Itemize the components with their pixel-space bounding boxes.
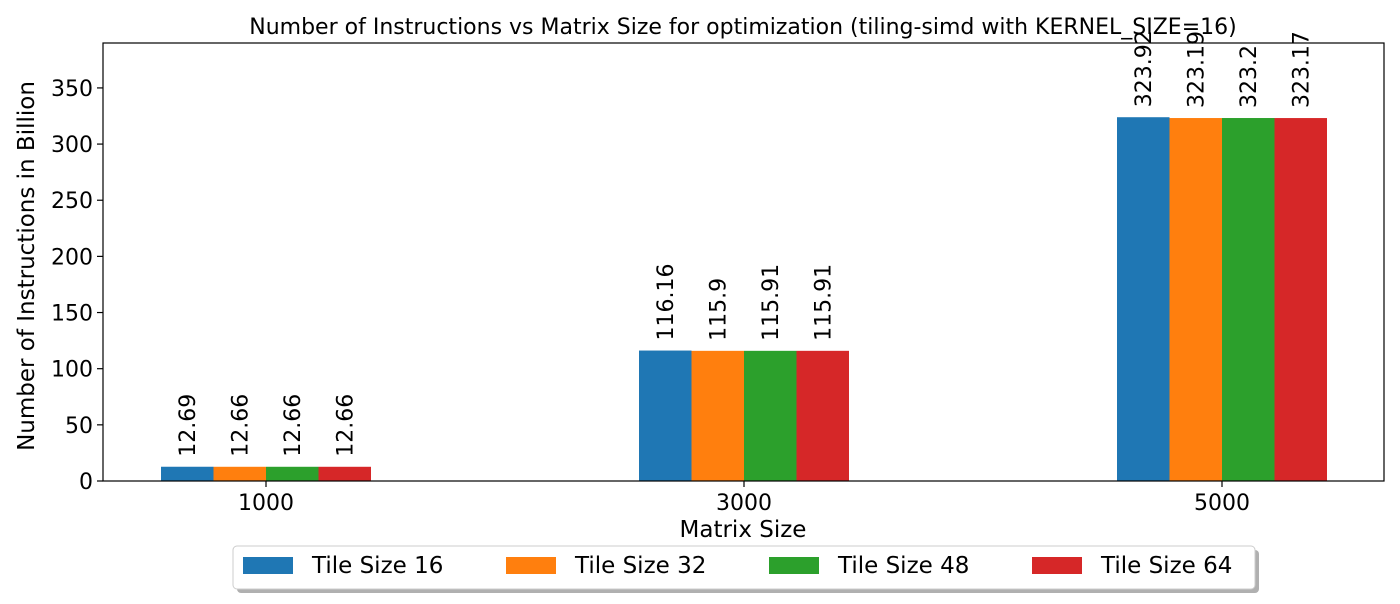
bar-tile-size-48-5000 [1222, 118, 1275, 481]
legend-swatch [243, 557, 293, 574]
bar-tile-size-32-3000 [691, 350, 744, 481]
legend-swatch [769, 557, 819, 574]
x-tick-label: 5000 [1194, 491, 1250, 516]
x-axis: 1000 3000 5000 [238, 481, 1250, 516]
data-label: 116.16 [654, 264, 679, 341]
bar-tile-size-16-5000 [1117, 117, 1170, 481]
bar-tile-size-16-3000 [639, 350, 692, 481]
legend: Tile Size 16 Tile Size 32 Tile Size 48 Tile… [232, 545, 1259, 593]
data-label: 115.9 [707, 278, 732, 341]
bar-tile-size-16-1000 [161, 466, 214, 481]
data-label: 12.66 [281, 394, 306, 457]
bar-tile-size-48-1000 [266, 466, 319, 481]
chart-title: Number of Instructions vs Matrix Size fo… [249, 15, 1236, 40]
legend-swatch [1032, 557, 1082, 574]
data-label: 323.19 [1185, 31, 1210, 108]
x-axis-label: Matrix Size [680, 517, 807, 543]
data-label: 12.66 [229, 394, 254, 457]
y-tick-label: 150 [51, 302, 93, 327]
x-tick-label: 1000 [238, 491, 294, 516]
bar-tile-size-48-3000 [744, 350, 797, 481]
data-label: 323.92 [1132, 30, 1157, 107]
legend-swatch [506, 557, 556, 574]
legend-label: Tile Size 64 [1100, 553, 1232, 579]
y-tick-label: 350 [51, 77, 93, 102]
data-label: 12.66 [334, 394, 359, 457]
legend-box [232, 545, 1256, 590]
data-label: 115.91 [812, 264, 837, 341]
bar-tile-size-32-5000 [1169, 118, 1222, 481]
y-tick-label: 200 [51, 245, 93, 270]
y-tick-label: 250 [51, 189, 93, 214]
legend-label: Tile Size 16 [311, 553, 443, 579]
data-label: 12.69 [176, 394, 201, 457]
y-tick-label: 50 [65, 414, 93, 439]
plot-area: 12.69 116.16 323.92 12.66 115.9 323.19 12.66 11… [102, 30, 1385, 482]
data-label: 323.17 [1290, 31, 1315, 108]
x-tick-label: 3000 [716, 491, 772, 516]
legend-label: Tile Size 32 [574, 553, 706, 579]
bar-tile-size-32-1000 [213, 466, 266, 481]
y-axis-label: Number of Instructions in Billion [14, 81, 40, 451]
bar-tile-size-64-1000 [318, 466, 371, 481]
bar-tile-size-64-5000 [1274, 118, 1327, 481]
y-axis: 0 50 100 150 200 250 300 350 [51, 77, 103, 495]
data-label: 115.91 [759, 264, 784, 341]
y-tick-label: 0 [79, 470, 93, 495]
data-label: 323.2 [1237, 45, 1262, 108]
y-tick-label: 100 [51, 358, 93, 383]
y-tick-label: 300 [51, 133, 93, 158]
bar-tile-size-64-3000 [796, 350, 849, 481]
legend-label: Tile Size 48 [837, 553, 969, 579]
